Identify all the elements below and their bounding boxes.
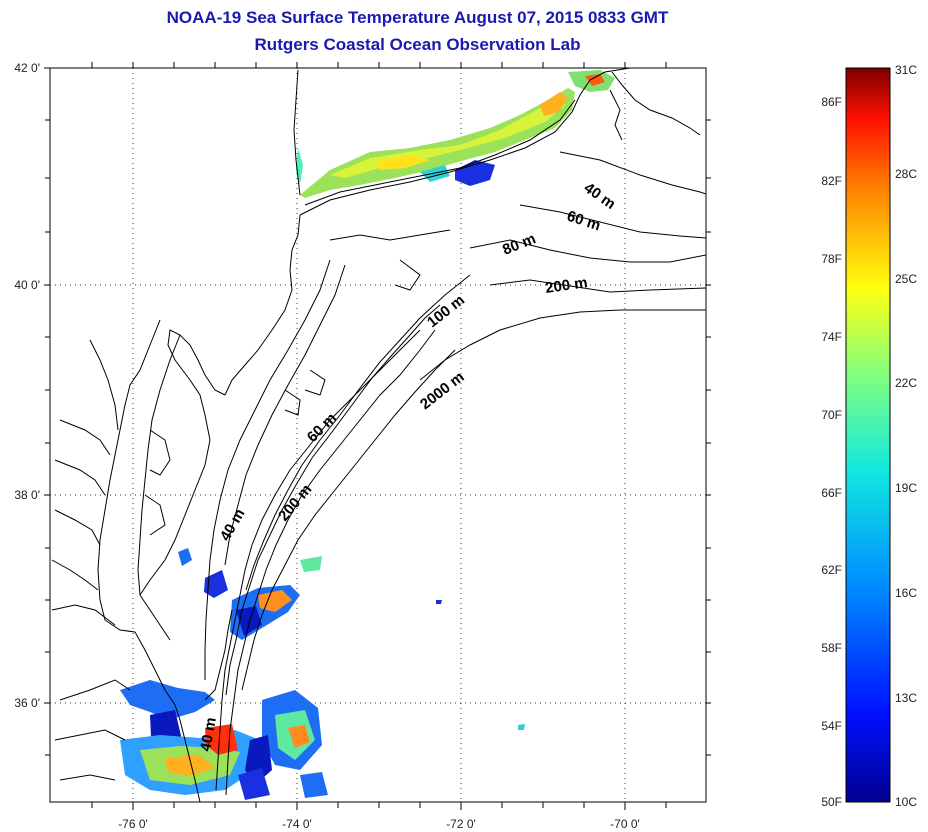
latitude-labels: 42 0' 40 0' 38 0' 36 0'	[14, 61, 40, 710]
sst-patch	[300, 556, 322, 572]
sst-patch	[518, 724, 525, 730]
lat-tick-label: 38 0'	[14, 488, 40, 502]
axis-ticks	[44, 62, 711, 810]
lat-tick-label: 42 0'	[14, 61, 40, 75]
colorbar-c-label: 13C	[895, 691, 917, 705]
longitude-labels: -76 0' -74 0' -72 0' -70 0'	[118, 817, 640, 831]
sst-patch	[375, 155, 430, 170]
colorbar-c-label: 25C	[895, 272, 917, 286]
lon-tick-label: -74 0'	[282, 817, 312, 831]
sst-data-patches	[120, 70, 615, 800]
sst-patch	[236, 606, 262, 636]
sst-patch	[238, 768, 270, 800]
sst-patch	[165, 755, 215, 776]
colorbar-c-label: 22C	[895, 376, 917, 390]
sst-patch	[204, 570, 228, 598]
colorbar-f-label: 50F	[821, 795, 842, 809]
sst-patch	[258, 590, 292, 612]
sst-patch	[300, 772, 328, 798]
lon-tick-label: -70 0'	[610, 817, 640, 831]
lon-tick-label: -76 0'	[118, 817, 148, 831]
colorbar-f-label: 58F	[821, 641, 842, 655]
map-title: NOAA-19 Sea Surface Temperature August 0…	[166, 8, 669, 27]
map-subtitle: Rutgers Coastal Ocean Observation Lab	[254, 35, 581, 54]
colorbar-f-label: 54F	[821, 719, 842, 733]
colorbar-c-label: 31C	[895, 63, 917, 77]
colorbar-c-label: 10C	[895, 795, 917, 809]
colorbar-c-label: 28C	[895, 167, 917, 181]
colorbar-f-label: 82F	[821, 174, 842, 188]
isobath-label: 200 m	[544, 274, 588, 297]
sst-patch	[330, 95, 565, 178]
colorbar-c-label: 16C	[895, 586, 917, 600]
colorbar-f-label: 70F	[821, 408, 842, 422]
isobath-label: 40 m	[197, 716, 220, 753]
colorbar-gradient	[845, 67, 891, 803]
bathymetry-contours	[204, 151, 706, 796]
colorbar-c-label: 19C	[895, 481, 917, 495]
colorbar-f-label: 74F	[821, 330, 842, 344]
colorbar-f-label: 86F	[821, 95, 842, 109]
coastline	[51, 68, 701, 802]
colorbar-f-label: 62F	[821, 563, 842, 577]
sst-patch	[436, 600, 442, 604]
sst-patch	[120, 680, 215, 720]
colorbar-f-label: 78F	[821, 252, 842, 266]
colorbar-f-label: 66F	[821, 486, 842, 500]
lat-tick-label: 36 0'	[14, 696, 40, 710]
lat-tick-label: 40 0'	[14, 278, 40, 292]
sst-patch	[540, 92, 568, 116]
sst-patch	[288, 725, 310, 748]
sst-patch	[585, 74, 605, 86]
lon-tick-label: -72 0'	[446, 817, 476, 831]
colorbar: 86F 82F 78F 74F 70F 66F 62F 58F 54F 50F …	[821, 63, 917, 809]
sst-patch	[178, 548, 192, 566]
